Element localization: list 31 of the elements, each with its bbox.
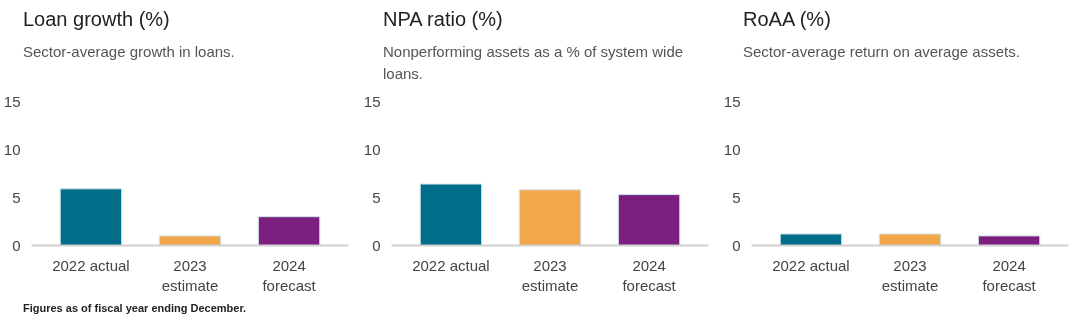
chart-title: Loan growth (%) [23,7,170,32]
y-tick-label: 10 [723,140,741,158]
bar [59,188,123,246]
y-tick-label: 10 [363,140,381,158]
chart-title: RoAA (%) [743,7,831,32]
bar [158,235,222,246]
x-tick-label: 2024 forecast [622,256,677,294]
y-tick-label: 0 [12,236,21,254]
bar [257,216,321,246]
y-tick-label: 0 [732,236,741,254]
x-tick-label: 2022 actual [412,256,490,274]
chart-subtitle: Sector-average growth in loans. [23,42,235,62]
y-tick-label: 0 [372,236,381,254]
x-tick-label: 2022 actual [772,256,850,274]
chart-subtitle: Sector-average return on average assets. [743,42,1020,62]
x-tick-label: 2022 actual [52,256,130,274]
y-tick-label: 5 [732,188,741,206]
text: Figures as of fiscal year ending December. [23,301,247,316]
x-tick-label: 2023 estimate [161,256,219,294]
y-tick-label: 15 [3,92,21,110]
chart-subtitle: Nonperforming assets as a % of system wide loans. [383,42,685,84]
x-tick-label: 2024 forecast [262,256,317,294]
y-tick-label: 10 [3,140,21,158]
y-tick-label: 5 [372,188,381,206]
y-tick-label: 15 [363,92,381,110]
chart-title: NPA ratio (%) [383,7,503,32]
y-tick-label: 5 [12,188,21,206]
x-tick-label: 2023 estimate [881,256,939,294]
y-tick-label: 15 [723,92,741,110]
x-tick-label: 2024 forecast [982,256,1037,294]
x-tick-label: 2023 estimate [521,256,579,294]
